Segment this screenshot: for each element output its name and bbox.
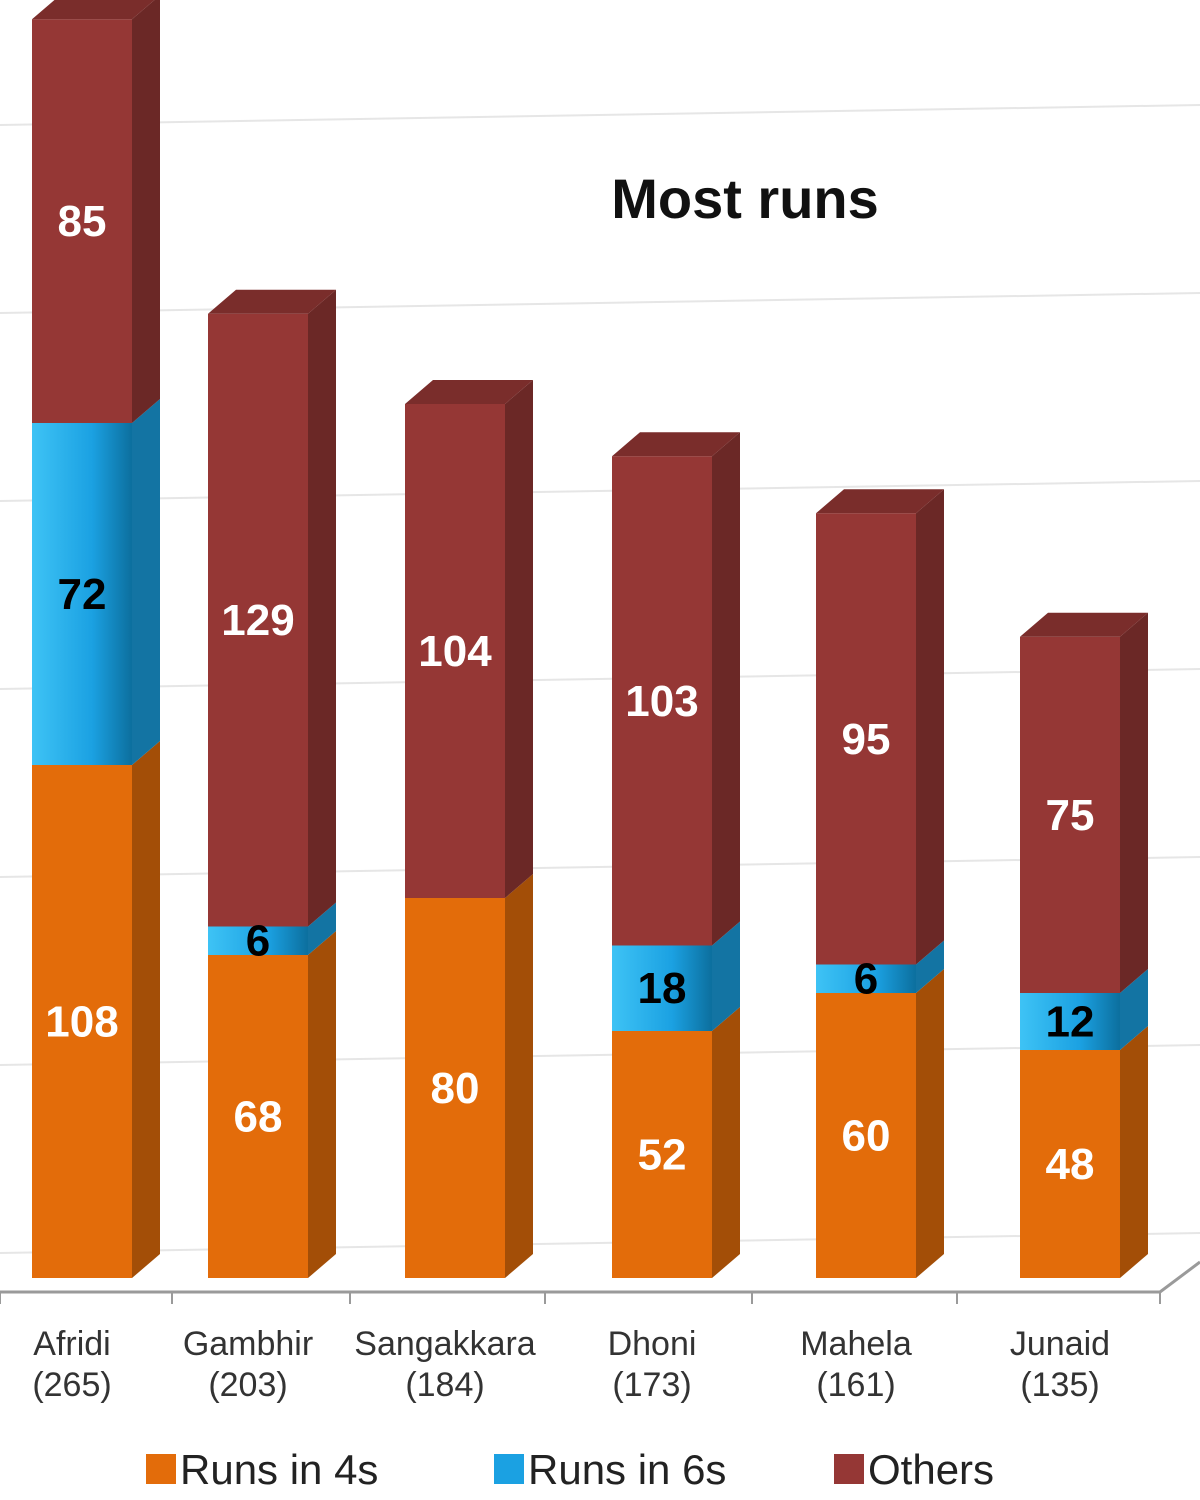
bar-segment-others-dhoni xyxy=(612,456,712,946)
bar-segment-runs-in-4s-sangakkara xyxy=(405,897,505,1278)
legend: Runs in 4s Runs in 6s Others xyxy=(146,1446,994,1493)
legend-swatch xyxy=(146,1454,176,1484)
bar-segment-others-gambhir-side xyxy=(308,289,336,927)
data-label-others-junaid: 75 xyxy=(1046,791,1095,840)
bar-mahela xyxy=(816,489,944,1278)
gridline xyxy=(0,292,1200,314)
data-label-runs-in-6s-junaid: 12 xyxy=(1046,997,1095,1046)
gridline xyxy=(0,1232,1200,1254)
legend-swatch xyxy=(834,1454,864,1484)
bar-afridi xyxy=(32,0,160,1278)
data-label-others-afridi: 85 xyxy=(58,197,107,246)
data-label-runs-in-4s-dhoni: 52 xyxy=(638,1130,687,1179)
bar-segment-others-mahela-side xyxy=(916,489,944,965)
bar-dhoni xyxy=(612,432,740,1278)
bar-sangakkara xyxy=(405,379,533,1278)
bar-segment-runs-in-4s-afridi-side xyxy=(132,740,160,1278)
legend-label: Runs in 6s xyxy=(528,1446,726,1493)
data-label-runs-in-6s-afridi: 72 xyxy=(58,570,107,619)
bar-segment-others-dhoni-side xyxy=(712,432,740,946)
category-total-dhoni: (173) xyxy=(612,1366,691,1404)
bar-segment-runs-in-6s-dhoni xyxy=(612,945,712,1031)
category-total-sangakkara: (184) xyxy=(405,1366,484,1404)
bar-top-mahela xyxy=(816,489,944,514)
legend-label: Runs in 4s xyxy=(180,1446,378,1493)
data-label-runs-in-4s-afridi: 108 xyxy=(45,997,118,1046)
bar-gambhir xyxy=(208,289,336,1278)
bar-segment-runs-in-6s-junaid-side xyxy=(1120,968,1148,1050)
bar-segment-runs-in-4s-junaid xyxy=(1020,1049,1120,1278)
legend-item-runs-in-6s: Runs in 6s xyxy=(494,1446,726,1493)
bar-segment-runs-in-6s-gambhir xyxy=(208,926,308,955)
bar-segment-others-afridi xyxy=(32,19,132,423)
data-label-runs-in-4s-mahela: 60 xyxy=(842,1111,891,1160)
category-label-dhoni: Dhoni xyxy=(608,1325,697,1363)
gridline xyxy=(0,668,1200,690)
bar-junaid xyxy=(1020,612,1148,1278)
category-labels: Afridi(265) Gambhir(203) Sangakkara(184) Dh… xyxy=(32,1325,1110,1404)
bar-segment-runs-in-4s-gambhir xyxy=(208,954,308,1278)
gridline xyxy=(0,104,1200,126)
bar-segment-others-gambhir xyxy=(208,313,308,927)
category-total-gambhir: (203) xyxy=(208,1366,287,1404)
x-axis xyxy=(0,1260,1200,1304)
data-label-others-dhoni: 103 xyxy=(625,677,698,726)
category-total-afridi: (265) xyxy=(32,1366,111,1404)
bar-segment-others-afridi-side xyxy=(132,0,160,423)
category-label-junaid: Junaid xyxy=(1010,1325,1110,1363)
category-label-afridi: Afridi xyxy=(33,1325,110,1363)
data-label-runs-in-6s-gambhir: 6 xyxy=(246,917,270,966)
bar-segment-runs-in-6s-junaid xyxy=(1020,992,1120,1050)
bar-segment-others-junaid-side xyxy=(1120,612,1148,993)
legend-item-others: Others xyxy=(834,1446,994,1493)
bar-top-dhoni xyxy=(612,432,740,457)
bar-segment-others-sangakkara xyxy=(405,403,505,898)
bar-segment-others-mahela xyxy=(816,513,916,965)
bar-segment-others-sangakkara-side xyxy=(505,379,533,898)
bar-segment-others-junaid xyxy=(1020,636,1120,993)
data-label-others-mahela: 95 xyxy=(842,715,891,764)
bar-segment-runs-in-4s-gambhir-side xyxy=(308,930,336,1278)
category-total-junaid: (135) xyxy=(1020,1366,1099,1404)
bar-segment-runs-in-4s-afridi xyxy=(32,764,132,1278)
data-label-runs-in-4s-junaid: 48 xyxy=(1046,1140,1095,1189)
bar-segment-runs-in-4s-sangakkara-side xyxy=(505,873,533,1278)
bar-segment-runs-in-4s-mahela xyxy=(816,992,916,1278)
bar-top-gambhir xyxy=(208,289,336,314)
bar-segment-runs-in-4s-dhoni-side xyxy=(712,1006,740,1278)
data-label-others-sangakkara: 104 xyxy=(418,627,492,676)
data-label-runs-in-6s-mahela: 6 xyxy=(854,955,878,1004)
bar-segment-runs-in-4s-mahela-side xyxy=(916,968,944,1278)
legend-label: Others xyxy=(868,1446,994,1493)
gridline xyxy=(0,856,1200,878)
legend-item-runs-in-4s: Runs in 4s xyxy=(146,1446,378,1493)
gridline xyxy=(0,1044,1200,1066)
data-label-runs-in-6s-dhoni: 18 xyxy=(638,964,687,1013)
bars xyxy=(32,0,1148,1278)
bar-segment-runs-in-6s-afridi xyxy=(32,422,132,765)
data-label-runs-in-4s-gambhir: 68 xyxy=(234,1092,283,1141)
bar-segment-runs-in-6s-mahela xyxy=(816,964,916,993)
bar-segment-runs-in-4s-junaid-side xyxy=(1120,1025,1148,1278)
bar-segment-runs-in-6s-mahela-side xyxy=(916,940,944,993)
legend-swatch xyxy=(494,1454,524,1484)
data-labels: 108 72 85 68 6 129 80 104 52 18 103 60 6 95 48 12 75 xyxy=(45,197,1094,1189)
bar-segment-runs-in-4s-dhoni xyxy=(612,1030,712,1278)
bar-top-sangakkara xyxy=(405,379,533,404)
bar-segment-runs-in-6s-dhoni-side xyxy=(712,921,740,1031)
category-label-mahela: Mahela xyxy=(800,1325,912,1363)
bar-top-afridi xyxy=(32,0,155,20)
chart-title: Most runs xyxy=(611,167,879,230)
bar-segment-runs-in-6s-gambhir-side xyxy=(308,902,336,955)
category-total-mahela: (161) xyxy=(816,1366,895,1404)
category-label-gambhir: Gambhir xyxy=(183,1325,313,1363)
category-label-sangakkara: Sangakkara xyxy=(354,1325,536,1363)
gridline xyxy=(0,480,1200,502)
bar-top-junaid xyxy=(1020,612,1148,637)
data-label-runs-in-4s-sangakkara: 80 xyxy=(431,1064,480,1113)
gridlines xyxy=(0,104,1200,1254)
bar-segment-runs-in-6s-afridi-side xyxy=(132,398,160,765)
data-label-others-gambhir: 129 xyxy=(221,596,294,645)
